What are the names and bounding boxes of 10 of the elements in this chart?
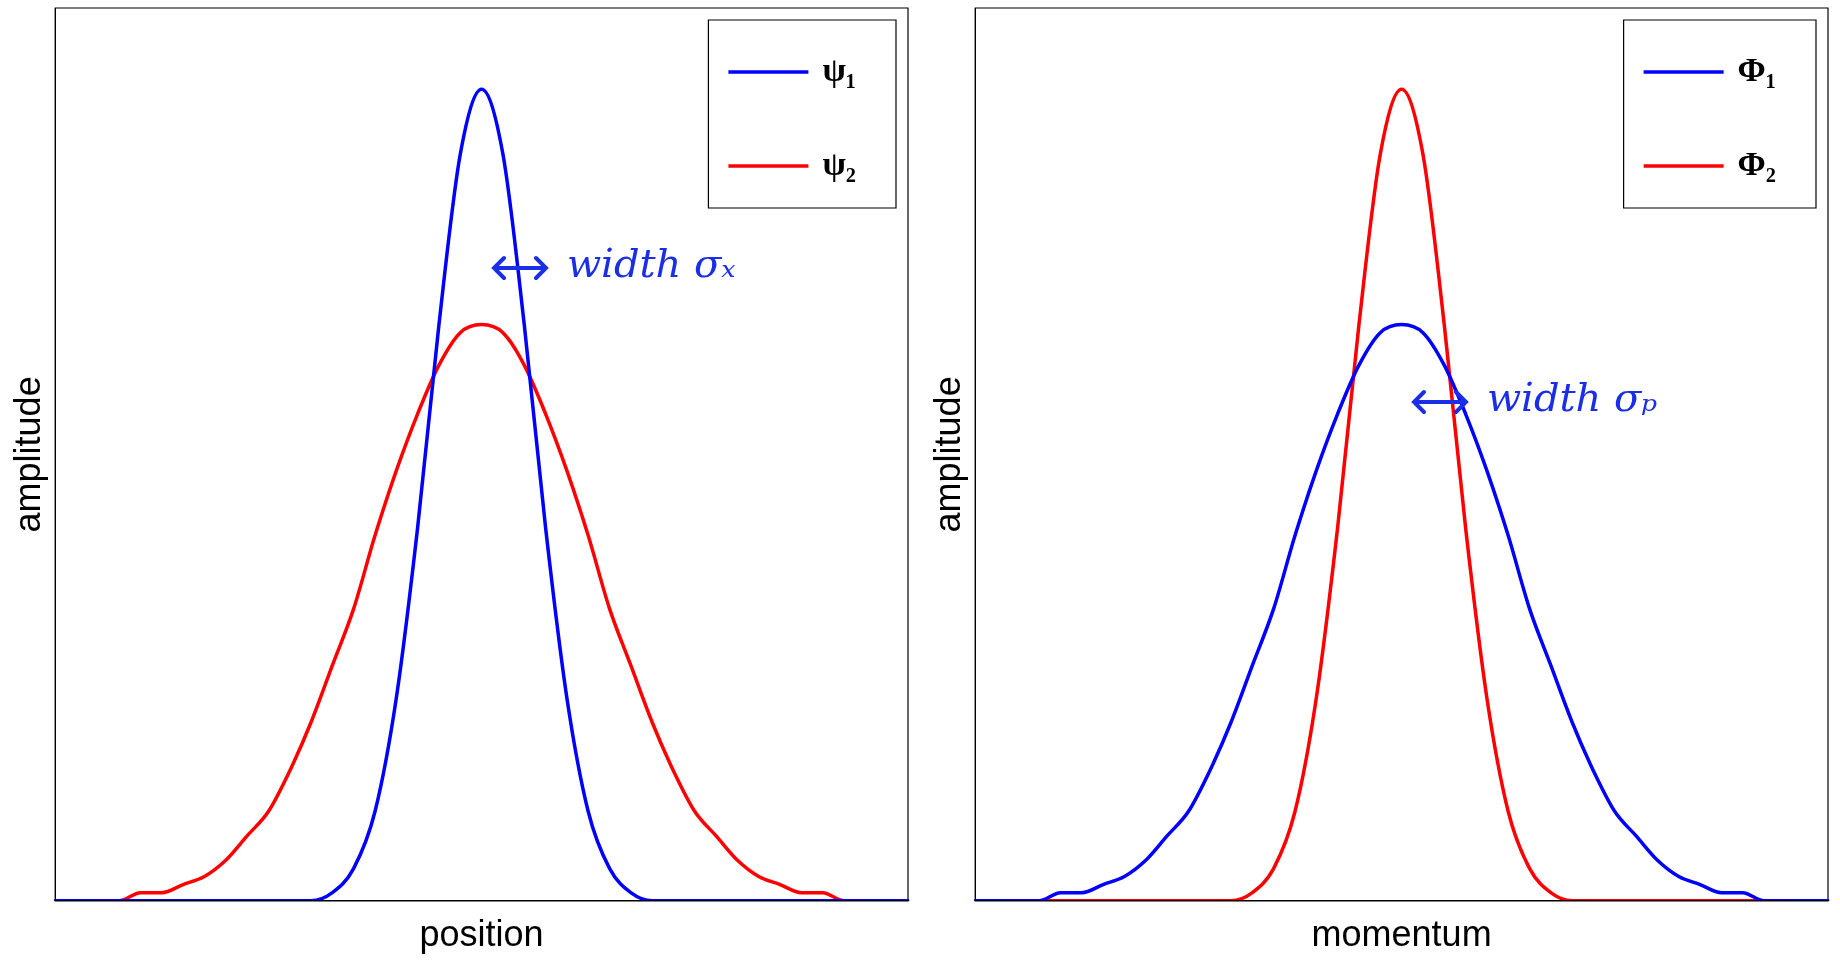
y-axis-title: amplitude (926, 376, 968, 533)
legend-label: ψ₂ (822, 144, 857, 182)
annotation: width σₚ (1486, 374, 1658, 421)
annotation: width σₓ (566, 240, 736, 287)
legend-label: Φ₁ (1737, 50, 1777, 88)
y-axis-title: amplitude (6, 376, 48, 533)
legend-label: Φ₂ (1737, 144, 1777, 182)
x-axis-title: momentum (1311, 913, 1492, 955)
x-axis-title: position (419, 913, 544, 955)
legend-label: ψ₁ (822, 50, 857, 88)
